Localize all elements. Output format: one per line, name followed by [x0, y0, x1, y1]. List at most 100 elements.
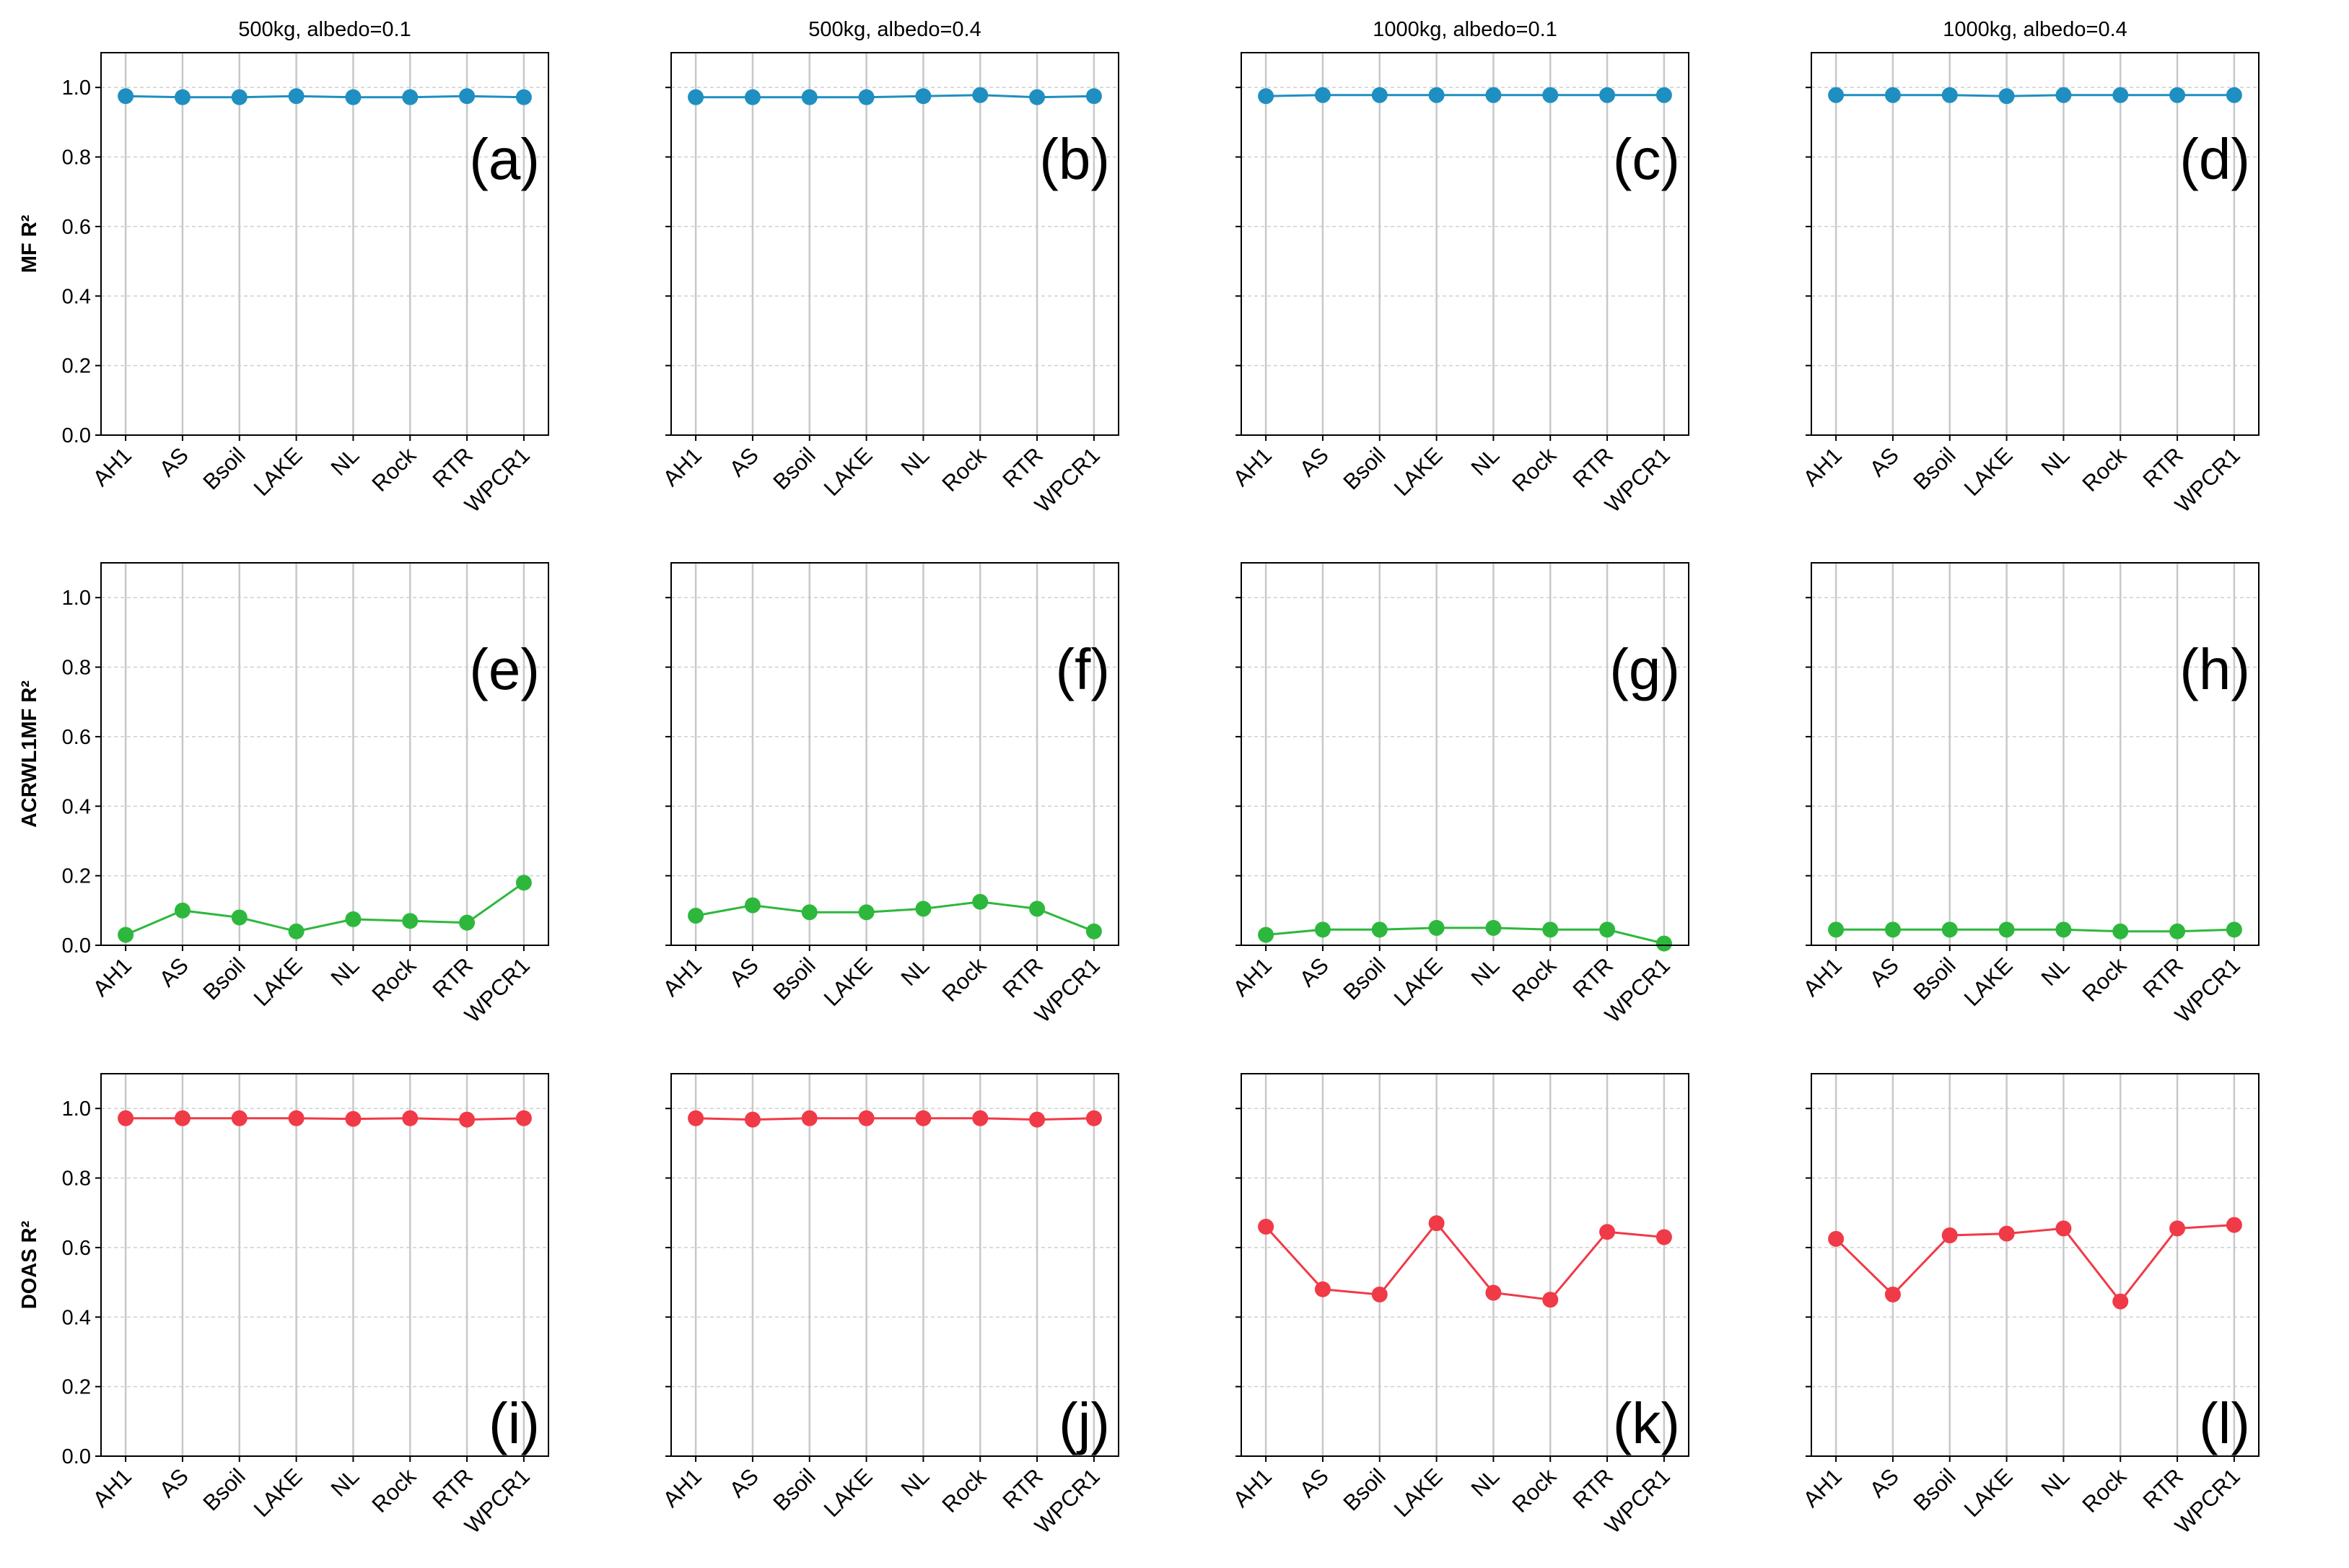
y-tick-label: 0.2: [62, 1376, 91, 1399]
panel-frame: [1241, 562, 1689, 946]
y-tick-label: 0.8: [62, 1168, 91, 1191]
y-tick-label: 0.4: [62, 1306, 91, 1329]
data-point: [1884, 1286, 1901, 1302]
y-tick-label: 0.2: [62, 355, 91, 378]
data-point: [1599, 1224, 1616, 1240]
panel-frame: [100, 1073, 549, 1457]
x-tick-label: LAKE: [1389, 1463, 1448, 1522]
data-point: [1314, 921, 1331, 938]
data-point: [1371, 921, 1388, 938]
series-line: [696, 1117, 1094, 1121]
data-point: [1998, 88, 2015, 105]
y-tick-label: 0.6: [62, 216, 91, 239]
x-tick-label: AH1: [88, 442, 136, 491]
data-point: [744, 1111, 761, 1128]
y-axis-label-row-2: ACRWL1MF R²: [18, 680, 41, 828]
data-point: [459, 914, 476, 931]
data-point: [1542, 1292, 1559, 1308]
data-point: [459, 88, 476, 105]
x-tick-label: Bsoil: [768, 442, 820, 494]
x-tick-label: RTR: [428, 442, 478, 492]
data-point: [972, 893, 989, 910]
x-tick-label: AS: [154, 1463, 193, 1502]
x-tick-label: AS: [1865, 1463, 1904, 1502]
series-line: [1265, 927, 1665, 945]
x-tick-label: AH1: [1228, 1463, 1277, 1512]
data-point: [2226, 1217, 2242, 1233]
x-tick-label: LAKE: [1959, 1463, 2018, 1522]
x-tick-label: RTR: [1568, 1463, 1618, 1513]
x-tick-label: Rock: [937, 952, 991, 1007]
data-point: [1828, 1230, 1845, 1247]
x-tick-label: AS: [1865, 442, 1904, 481]
data-point: [1542, 87, 1559, 103]
data-point: [174, 1110, 191, 1126]
data-point: [1998, 921, 2015, 938]
panel-letter: (d): [2179, 127, 2250, 191]
column-title-4: 1000kg, albedo=0.4: [1943, 18, 2127, 41]
x-tick-label: NL: [1466, 442, 1505, 481]
x-tick-label: RTR: [2138, 952, 2188, 1002]
data-point: [1599, 87, 1616, 103]
x-tick-label: AH1: [658, 1463, 707, 1512]
x-tick-label: LAKE: [1389, 952, 1448, 1011]
data-point: [1314, 1281, 1331, 1297]
data-point: [688, 1110, 704, 1126]
data-point: [2112, 1293, 2129, 1310]
data-point: [2112, 923, 2129, 940]
data-point: [858, 904, 875, 921]
data-point: [288, 1110, 305, 1126]
data-point: [2169, 923, 2186, 940]
y-tick-label: 0.0: [62, 424, 91, 447]
x-tick-label: Rock: [937, 1463, 991, 1517]
y-axis-label-row-1: MF R²: [18, 214, 41, 273]
data-point: [1828, 921, 1845, 938]
panel-letter: (e): [469, 637, 540, 701]
x-tick-label: RTR: [2138, 442, 2188, 492]
y-tick-label: 1.0: [62, 1098, 91, 1121]
x-tick-label: RTR: [998, 1463, 1048, 1513]
y-tick-label: 0.6: [62, 726, 91, 749]
column-title-3: 1000kg, albedo=0.1: [1373, 18, 1557, 41]
x-tick-label: AS: [725, 442, 764, 481]
data-point: [2055, 1220, 2072, 1237]
data-point: [1085, 88, 1102, 105]
data-point: [1941, 87, 1958, 103]
data-point: [402, 89, 419, 105]
data-point: [801, 89, 818, 105]
panel-frame: [1241, 1073, 1689, 1457]
series-line: [125, 882, 525, 936]
y-tick-label: 0.2: [62, 865, 91, 888]
x-tick-label: Bsoil: [198, 442, 250, 494]
data-point: [345, 1111, 362, 1127]
x-tick-label: Rock: [367, 952, 421, 1007]
x-tick-label: AH1: [1798, 1463, 1847, 1512]
data-point: [1085, 1110, 1102, 1126]
data-point: [118, 1110, 134, 1126]
data-point: [231, 89, 248, 105]
data-point: [972, 87, 989, 103]
x-tick-label: RTR: [1568, 952, 1618, 1002]
data-point: [2112, 87, 2129, 103]
x-tick-label: AH1: [1228, 952, 1277, 1001]
x-tick-label: AH1: [658, 952, 707, 1001]
x-tick-label: AS: [1865, 952, 1904, 991]
x-tick-label: LAKE: [819, 442, 878, 501]
panel-letter: (l): [2199, 1391, 2250, 1455]
data-point: [288, 923, 305, 940]
x-tick-label: LAKE: [1959, 952, 2018, 1011]
data-point: [744, 897, 761, 914]
data-point: [345, 911, 362, 927]
data-point: [1029, 1111, 1046, 1128]
x-tick-label: LAKE: [819, 952, 878, 1011]
x-tick-label: Rock: [2077, 952, 2131, 1007]
data-point: [915, 88, 932, 105]
x-tick-label: Bsoil: [1908, 442, 1960, 494]
data-point: [801, 904, 818, 921]
